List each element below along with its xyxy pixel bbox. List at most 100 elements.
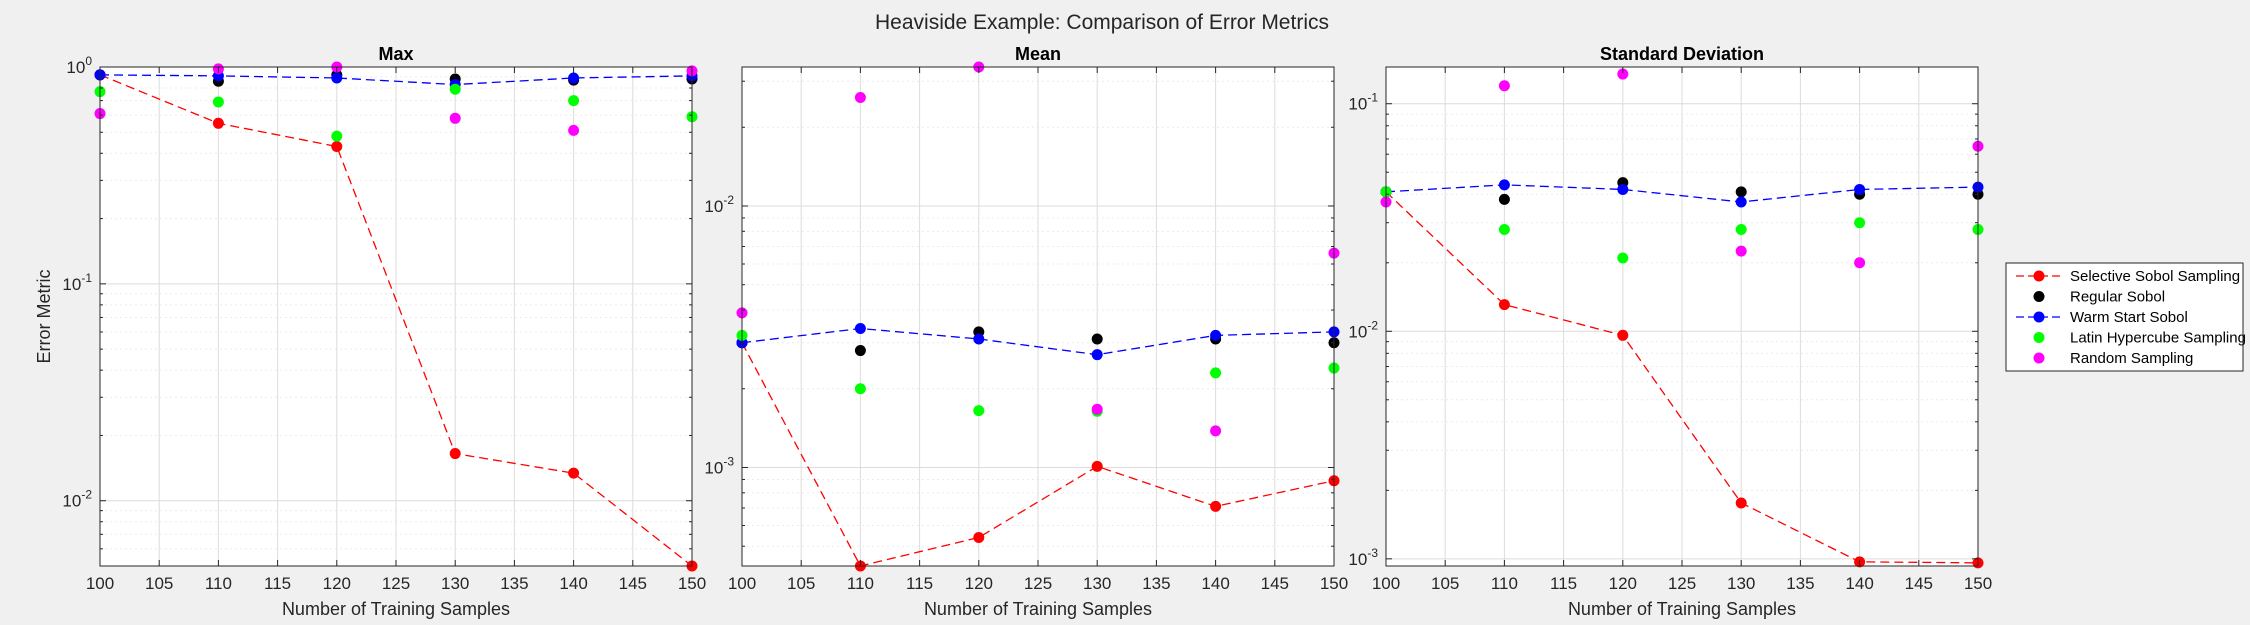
legend: Selective Sobol Sampling Regular Sobol War…: [2005, 262, 2246, 372]
data-point: [1735, 497, 1747, 509]
data-point: [1854, 183, 1866, 195]
y-tick-label: 10-3: [704, 454, 734, 477]
series-warm-start-sobol-line: [1385, 184, 1979, 203]
x-tick-label: 150: [1320, 574, 1348, 593]
y-tick-exponent: 0: [85, 54, 92, 68]
data-point: [1091, 333, 1103, 345]
x-tick-label: 115: [264, 574, 291, 593]
series-selective-sobol-sampling-line: [741, 342, 1335, 567]
data-point: [973, 531, 985, 543]
data-point: [1617, 329, 1629, 341]
figure-title: Heaviside Example: Comparison of Error M…: [875, 11, 1329, 34]
y-tick-label: 100: [66, 54, 92, 77]
legend-item-latin-hypercube-sampling: Latin Hypercube Sampling: [2033, 330, 2246, 347]
y-tick-base: 10: [1348, 322, 1367, 341]
data-point: [449, 112, 461, 124]
data-point: [1735, 245, 1747, 257]
y-tick-label: 10-2: [704, 193, 734, 216]
series-warm-start-sobol-line: [741, 327, 1335, 356]
legend-item-warm-start-sobol: Warm Start Sobol: [2016, 309, 2188, 326]
x-tick-label: 125: [1024, 574, 1052, 593]
data-point: [568, 72, 580, 84]
legend-marker: [2033, 311, 2045, 323]
data-point: [1617, 68, 1629, 80]
x-tick-label: 100: [728, 574, 756, 593]
x-tick-label: 145: [1905, 574, 1933, 593]
x-axis-label: Number of Training Samples: [924, 599, 1152, 619]
y-tick-exponent: -1: [81, 271, 92, 285]
x-tick-label: 145: [1261, 574, 1289, 593]
data-point: [568, 124, 580, 136]
data-point: [568, 95, 580, 107]
y-tick-label: 10-3: [1348, 546, 1378, 569]
y-tick-base: 10: [704, 458, 723, 477]
axes-standard-deviation: 100 105 110 115 120 125 130 135 140 145 15010-310-…: [1348, 44, 1992, 619]
y-axis-label: Error Metric: [34, 270, 54, 364]
y-tick-label: 10-2: [1348, 318, 1378, 341]
data-point: [331, 130, 343, 142]
x-tick-label: 130: [441, 574, 469, 593]
y-tick-exponent: -1: [1367, 91, 1378, 105]
y-tick-base: 10: [704, 197, 723, 216]
data-point: [1735, 196, 1747, 208]
axes-layer: 100 105 110 115 120 125 130 135 140 145 15010-210-…: [34, 44, 1992, 619]
axes-max: 100 105 110 115 120 125 130 135 140 145 15010-210-…: [34, 44, 706, 619]
x-tick-label: 110: [1491, 574, 1518, 593]
data-point: [1617, 252, 1629, 264]
data-point: [212, 117, 224, 129]
x-tick-label: 100: [1372, 574, 1400, 593]
x-axis-label: Number of Training Samples: [1568, 599, 1796, 619]
series-warm-start-sobol: [1380, 179, 1984, 208]
axes-title: Standard Deviation: [1600, 44, 1764, 64]
data-point: [1210, 425, 1222, 437]
y-tick-label: 10-1: [62, 271, 92, 294]
data-point: [449, 83, 461, 95]
y-tick-base: 10: [62, 275, 81, 294]
x-tick-label: 110: [205, 574, 232, 593]
series-selective-sobol-sampling-line: [99, 74, 693, 567]
legend-marker: [2033, 291, 2045, 302]
legend-label: Random Sampling: [2070, 350, 2193, 367]
x-tick-label: 120: [965, 574, 993, 593]
data-point: [331, 72, 343, 84]
y-tick-label: 10-1: [1348, 91, 1378, 114]
y-tick-base: 10: [66, 58, 85, 77]
legend-item-regular-sobol: Regular Sobol: [2033, 289, 2165, 306]
x-tick-label: 105: [787, 574, 815, 593]
x-tick-label: 130: [1727, 574, 1755, 593]
x-tick-label: 140: [1845, 574, 1873, 593]
data-point: [1735, 186, 1747, 198]
data-point: [1210, 367, 1222, 379]
legend-marker: [2033, 270, 2045, 282]
data-point: [568, 467, 580, 479]
y-tick-exponent: -3: [723, 454, 734, 468]
x-tick-label: 105: [1431, 574, 1459, 593]
data-point: [1735, 224, 1747, 236]
y-tick-exponent: -2: [1367, 318, 1378, 332]
data-point: [1854, 257, 1866, 269]
axes-title: Max: [378, 44, 413, 64]
x-tick-label: 100: [86, 574, 114, 593]
x-axis-label: Number of Training Samples: [282, 599, 510, 619]
legend-label: Regular Sobol: [2070, 289, 2165, 306]
series-random-sampling: [1380, 68, 1984, 269]
legend-marker: [2033, 332, 2045, 343]
legend-label: Selective Sobol Sampling: [2070, 268, 2240, 285]
data-point: [1210, 500, 1222, 512]
x-tick-label: 150: [1964, 574, 1992, 593]
axes-title: Mean: [1015, 44, 1061, 64]
y-tick-base: 10: [1348, 550, 1367, 569]
data-point: [1854, 217, 1866, 229]
y-tick-label: 10-2: [62, 488, 92, 511]
axes-mean: 100 105 110 115 120 125 130 135 140 145 15010-310-…: [704, 44, 1348, 619]
x-tick-label: 110: [847, 574, 874, 593]
y-tick-exponent: -2: [723, 193, 734, 207]
x-tick-label: 150: [678, 574, 706, 593]
legend-item-selective-sobol-sampling: Selective Sobol Sampling: [2016, 268, 2240, 285]
x-tick-label: 130: [1083, 574, 1111, 593]
data-point: [854, 322, 866, 334]
data-point: [331, 140, 343, 152]
data-point: [854, 91, 866, 103]
x-tick-label: 120: [323, 574, 351, 593]
